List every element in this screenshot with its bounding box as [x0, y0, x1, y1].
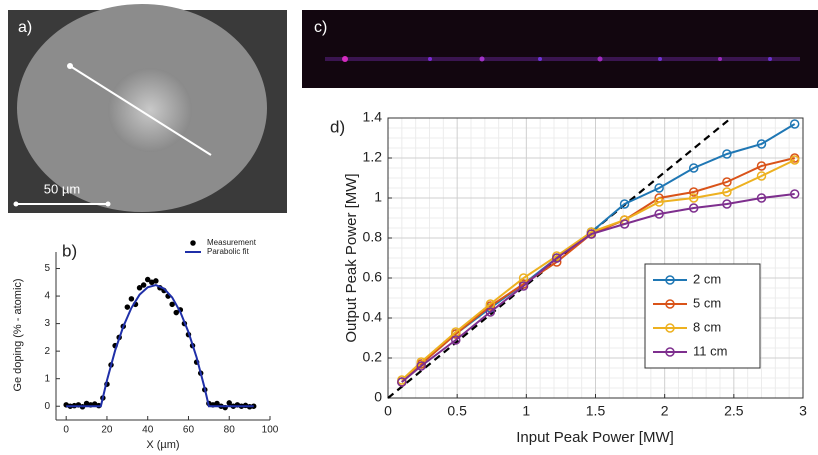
x-axis-label: X (µm) [146, 439, 179, 451]
data-point [136, 285, 143, 291]
y-tick-label: 1 [374, 189, 382, 205]
y-tick-label: 1.2 [363, 149, 383, 165]
legend-marker [665, 299, 675, 309]
data-point [416, 361, 426, 371]
data-point [654, 209, 664, 219]
series-line [387, 117, 732, 399]
data-point [756, 193, 767, 203]
legend-marker [665, 347, 675, 357]
data-point [144, 276, 151, 283]
x-tick-label: 0.5 [447, 403, 467, 419]
x-tick-label: 1.5 [586, 403, 606, 419]
x-tick-label: 2 [661, 403, 669, 419]
x-tick-label: 100 [262, 425, 279, 436]
legend-label: 2 cm [693, 271, 721, 286]
data-point [722, 199, 732, 209]
data-point [688, 203, 699, 213]
panel-label: a) [18, 19, 32, 36]
legend-label: 11 cm [693, 343, 727, 358]
data-point [722, 149, 732, 159]
x-tick-label: 0 [63, 425, 69, 436]
data-point [722, 177, 732, 187]
legend-marker [190, 240, 196, 246]
data-point [586, 229, 597, 239]
legend-label: Parabolic fit [207, 247, 250, 256]
data-point [688, 163, 699, 173]
x-tick-label: 0 [384, 403, 392, 419]
panel-label: d) [330, 117, 345, 136]
legend-label: 5 cm [693, 295, 721, 310]
data-point [173, 309, 179, 316]
axes-box [387, 117, 804, 399]
data-point [789, 189, 800, 199]
series-line [401, 159, 796, 381]
data-point [128, 296, 135, 302]
panel-a-image: a) 50 µm [8, 4, 287, 213]
data-point [169, 301, 175, 308]
y-tick-label: 0.6 [363, 269, 383, 285]
x-tick-label: 2.5 [724, 403, 744, 419]
panel-label: c) [314, 19, 327, 36]
data-point [789, 155, 800, 165]
x-tick-label: 1 [522, 403, 530, 419]
y-tick-label: 5 [44, 263, 50, 274]
data-point [619, 199, 630, 209]
y-tick-label: 0.2 [363, 349, 383, 365]
data-point [654, 183, 664, 193]
y-tick-label: 1.4 [363, 109, 383, 125]
data-point [654, 197, 664, 207]
data-point [214, 400, 220, 407]
data-point [518, 281, 529, 291]
data-point [756, 139, 767, 149]
data-point [140, 282, 147, 288]
y-axis-label: Ge doping (% - atomic) [12, 278, 24, 391]
legend-marker [665, 323, 675, 333]
data-point [619, 219, 630, 229]
x-tick-label: 3 [799, 403, 807, 419]
y-tick-label: 1 [44, 373, 50, 384]
legend-box [644, 263, 761, 369]
panel-label: b) [62, 241, 77, 260]
data-point [789, 119, 800, 129]
x-tick-label: 40 [142, 425, 154, 436]
y-tick-label: 0.8 [363, 229, 383, 245]
y-tick-label: 0.4 [363, 309, 383, 325]
legend-label: Measurement [207, 238, 257, 247]
data-point [397, 377, 407, 387]
data-point [722, 187, 732, 197]
plot: 0 20 40 60 80 100 0 1 2 3 4 5 b) X (µm) Ge doping (% -… [12, 238, 279, 451]
x-axis-label: Input Peak Power [MW] [516, 429, 674, 446]
data-point [688, 193, 699, 203]
x-tick-label: 60 [183, 425, 195, 436]
data-point [451, 335, 461, 345]
legend-marker [665, 275, 675, 285]
data-point [756, 161, 767, 171]
data-point [153, 278, 159, 284]
y-tick-label: 0 [374, 389, 382, 405]
y-tick-label: 0 [44, 401, 50, 412]
data-point [688, 187, 699, 197]
x-tick-label: 20 [101, 425, 113, 436]
data-point [756, 171, 767, 181]
plot: 0 0.5 1 1.5 2 2.5 3 0 0.2 0.4 0.6 0.8 1 1.2 1.4 d) Input… [330, 109, 807, 446]
data-point [485, 307, 496, 317]
y-tick-label: 2 [44, 346, 50, 357]
data-point [124, 304, 131, 310]
y-tick-label: 3 [44, 318, 50, 329]
y-axis-label: Output Peak Power [MW] [343, 173, 360, 342]
legend-label: 8 cm [693, 319, 721, 334]
data-point [226, 400, 232, 406]
scale-bar-label: 50 µm [44, 181, 80, 196]
y-tick-label: 4 [44, 291, 50, 302]
series-line [401, 193, 795, 383]
x-tick-label: 80 [224, 425, 236, 436]
panel-c-image: c) [302, 10, 818, 88]
series-line [66, 283, 254, 408]
data-point [552, 253, 562, 263]
